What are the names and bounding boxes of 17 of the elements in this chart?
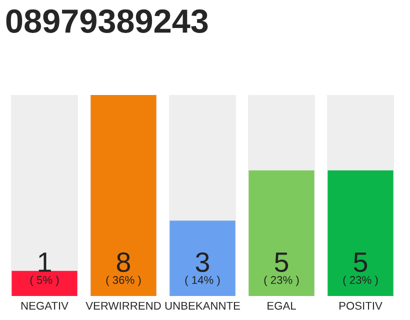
data-label: 5 <box>274 252 288 272</box>
x-tick-label: NEGATIV <box>21 302 68 310</box>
annotation: ( 14% ) <box>185 276 220 286</box>
data-label: 3 <box>196 252 210 272</box>
annotation: ( 23% ) <box>264 276 299 286</box>
annotation: ( 36% ) <box>106 276 141 286</box>
chart-title: 08979389243 <box>6 9 208 33</box>
data-label: 1 <box>38 252 51 272</box>
annotation: ( 23% ) <box>343 276 378 286</box>
x-tick-label: UNBEKANNTE <box>165 302 240 310</box>
bar <box>12 270 78 296</box>
x-tick-label: VERWIRREND <box>86 302 161 310</box>
x-tick-label: EGAL <box>268 302 296 310</box>
x-tick-label: POSITIV <box>339 302 382 310</box>
annotation: ( 5% ) <box>30 276 59 286</box>
data-label: 5 <box>354 252 368 272</box>
data-label: 8 <box>116 252 130 272</box>
